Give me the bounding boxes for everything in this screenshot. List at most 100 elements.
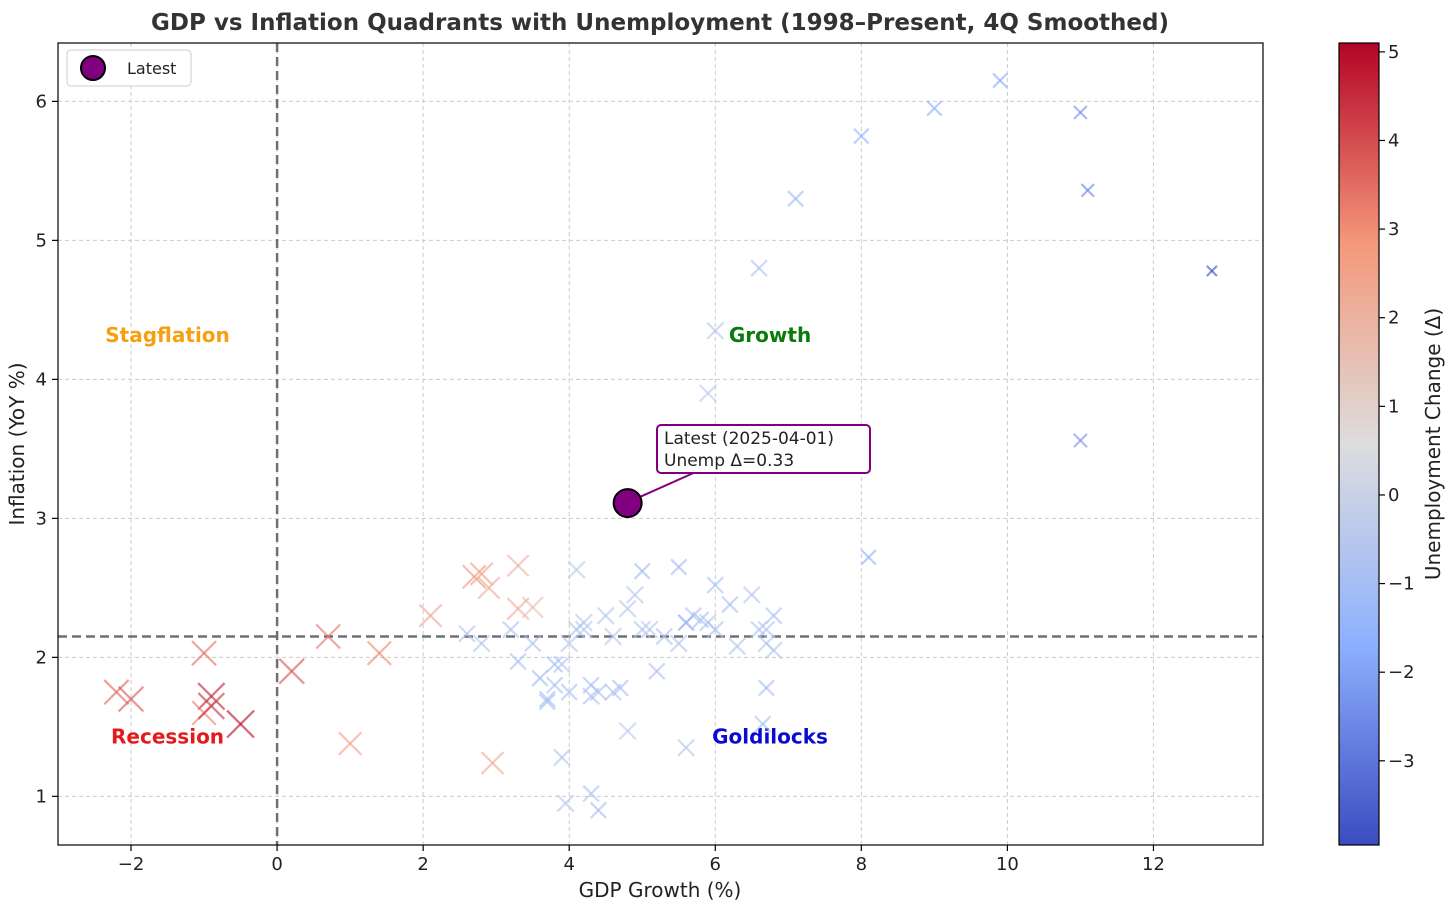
data-point (618, 721, 637, 741)
x-tick-label: 12 (1142, 854, 1165, 875)
x-tick-label: 4 (563, 854, 574, 875)
data-point (611, 679, 629, 697)
colorbar-tick-label: 0 (1388, 485, 1399, 506)
y-axis-label: Inflation (YoY %) (5, 362, 29, 525)
data-point (477, 576, 501, 600)
data-point (853, 127, 870, 145)
data-point (706, 620, 725, 639)
annotation-box (656, 424, 871, 474)
colorbar-tick-label: 3 (1388, 219, 1399, 240)
data-point (469, 562, 494, 586)
y-tick-label: 2 (36, 647, 47, 668)
colorbar-tick-label: 1 (1388, 396, 1399, 417)
colorbar-tick-label: 4 (1388, 130, 1399, 151)
data-point (506, 554, 530, 578)
data-point (480, 751, 505, 775)
legend-label-latest: Latest (127, 59, 176, 78)
data-point (366, 640, 392, 666)
data-point (582, 687, 600, 706)
data-point (742, 585, 761, 604)
data-point (589, 801, 608, 819)
data-point (765, 606, 783, 625)
quadrant-label-stagflation: Stagflation (105, 323, 230, 347)
data-point (546, 655, 564, 673)
quadrant-label-goldilocks: Goldilocks (712, 725, 828, 749)
data-point (698, 384, 718, 403)
data-point (315, 623, 341, 650)
data-point (728, 637, 747, 656)
annotation-text-line: Latest (2025-04-01) (664, 429, 834, 449)
x-tick-label: −2 (118, 854, 145, 875)
colorbar-tick-label: 5 (1388, 42, 1399, 63)
data-point (603, 627, 623, 646)
data-point (787, 190, 804, 208)
data-point (721, 595, 739, 614)
colorbar-tick-label: −1 (1388, 574, 1415, 595)
annotation-arrow (639, 470, 699, 498)
data-point (1206, 265, 1218, 277)
colorbar: −3 −2 −1 0 1 2 3 4 5 Unemployment Change (Δ) (1338, 42, 1445, 846)
data-point (754, 715, 772, 733)
data-point (764, 641, 783, 660)
data-point (648, 662, 666, 680)
x-tick-label: 0 (271, 854, 282, 875)
data-point (502, 620, 520, 639)
data-point (418, 603, 443, 628)
reference-lines (58, 43, 1263, 845)
data-point (677, 614, 695, 632)
x-tick-label: 8 (856, 854, 867, 875)
data-point (706, 576, 724, 594)
data-point (197, 692, 226, 720)
data-point (531, 669, 549, 687)
data-point (655, 627, 673, 646)
data-point (750, 620, 768, 639)
data-point (1080, 183, 1095, 198)
x-axis-ticks: −2 0 2 4 6 8 10 12 (118, 845, 1165, 875)
data-point (103, 679, 130, 706)
data-point (191, 640, 217, 667)
data-point (553, 655, 571, 674)
x-tick-label: 6 (710, 854, 721, 875)
legend-marker-latest (80, 55, 106, 81)
y-axis-ticks: 1 2 3 4 5 6 (36, 91, 58, 807)
data-point (625, 585, 644, 604)
data-point (574, 613, 593, 632)
data-point (1073, 105, 1088, 120)
colorbar-label: Unemployment Change (Δ) (1421, 308, 1445, 580)
data-point (640, 620, 659, 639)
data-point (706, 321, 725, 340)
data-point (560, 683, 578, 701)
data-point (538, 690, 556, 708)
data-point (338, 731, 363, 756)
data-point (556, 794, 575, 813)
data-point (278, 658, 305, 685)
data-point (670, 558, 688, 576)
data-point (197, 682, 226, 711)
colorbar-gradient (1338, 42, 1380, 846)
colorbar-tick-label: 2 (1388, 308, 1399, 329)
data-point (860, 549, 877, 566)
data-point (618, 599, 637, 618)
data-point (567, 560, 586, 579)
x-tick-label: 10 (996, 854, 1019, 875)
y-tick-label: 1 (36, 786, 47, 807)
colorbar-tick-label: −2 (1388, 662, 1415, 683)
x-axis-label: GDP Growth (%) (579, 878, 742, 902)
y-tick-label: 5 (36, 230, 47, 251)
y-tick-label: 6 (36, 91, 47, 112)
latest-marker-group: Latest (2025-04-01)Unemp Δ=0.33 (612, 424, 871, 519)
x-tick-label: 2 (417, 854, 428, 875)
data-point (521, 596, 544, 619)
y-tick-label: 4 (36, 369, 47, 390)
data-point (509, 652, 527, 671)
data-point (472, 634, 491, 653)
annotation-text-line: Unemp Δ=0.33 (664, 451, 794, 471)
data-point (750, 259, 768, 277)
data-point (553, 748, 571, 767)
data-point (669, 634, 688, 653)
data-point (757, 620, 776, 639)
colorbar-ticks: −3 −2 −1 0 1 2 3 4 5 (1379, 42, 1415, 772)
data-point (117, 685, 145, 713)
data-point (524, 634, 542, 653)
latest-point (612, 488, 643, 519)
